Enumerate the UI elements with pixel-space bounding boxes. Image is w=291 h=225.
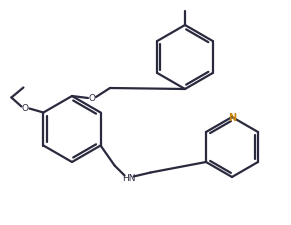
Text: O: O xyxy=(22,104,29,112)
Text: O: O xyxy=(88,94,95,103)
Text: HN: HN xyxy=(122,173,135,182)
Text: N: N xyxy=(228,112,236,122)
